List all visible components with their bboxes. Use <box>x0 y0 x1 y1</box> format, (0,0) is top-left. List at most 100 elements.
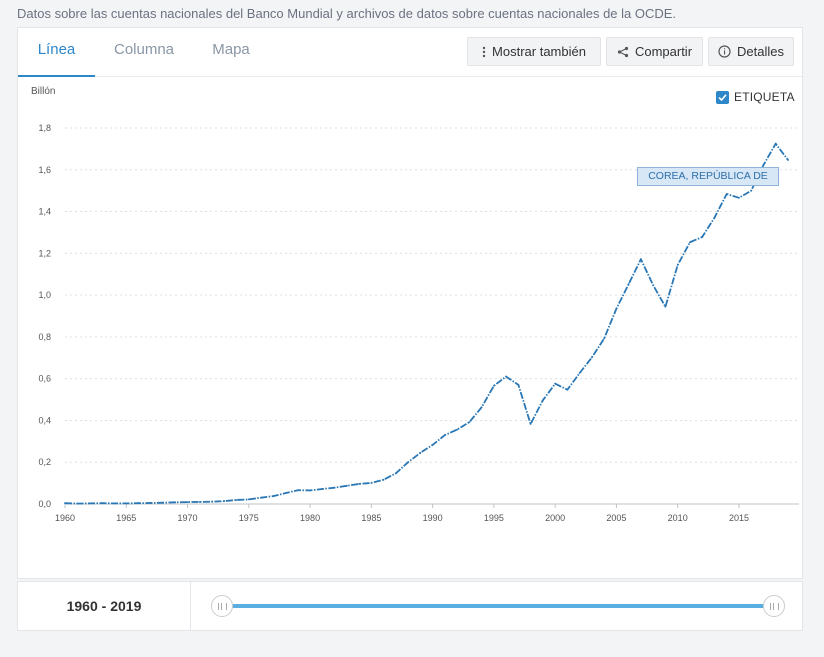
x-tick-label: 1970 <box>178 513 198 523</box>
check-icon <box>718 94 727 102</box>
data-point <box>419 451 422 454</box>
x-tick-label: 1965 <box>116 513 136 523</box>
line-chart: 0,0 0,2 0,4 0,6 0,8 1,0 1,2 1,4 1,6 1,8 1960 1965 19… <box>38 123 799 523</box>
data-point <box>370 482 373 484</box>
data-point <box>689 241 691 244</box>
data-point <box>321 488 324 490</box>
share-button[interactable]: Compartir <box>606 37 703 66</box>
chart-card: Línea Columna Mapa Mostrar también Compa… <box>17 27 803 579</box>
details-button[interactable]: Detalles <box>708 37 794 66</box>
data-point <box>100 502 103 505</box>
data-point <box>738 196 740 199</box>
data-point <box>701 236 704 238</box>
y-tick-label: 1,0 <box>38 290 51 300</box>
data-point <box>480 406 483 409</box>
data-point <box>394 472 397 475</box>
data-point <box>627 283 630 285</box>
range-separator: - <box>97 598 111 614</box>
data-point <box>211 500 213 503</box>
data-point <box>76 502 79 505</box>
x-tick-label: 2005 <box>606 513 626 523</box>
x-tick-label: 1990 <box>423 513 443 523</box>
y-tick-label: 1,8 <box>38 123 51 133</box>
show-also-button[interactable]: Mostrar también <box>467 37 601 66</box>
data-point <box>162 501 164 504</box>
range-start: 1960 <box>66 598 98 614</box>
data-point <box>407 461 410 464</box>
data-point <box>725 193 728 195</box>
x-tick-label: 1980 <box>300 513 320 523</box>
data-point <box>309 489 311 492</box>
data-point <box>529 423 532 425</box>
x-tick-label: 1975 <box>239 513 259 523</box>
data-point <box>554 382 557 385</box>
data-point <box>774 142 777 145</box>
data-point <box>603 337 606 340</box>
data-point <box>149 502 152 504</box>
y-tick-label: 0,2 <box>38 457 51 467</box>
info-icon <box>718 45 731 58</box>
data-point <box>505 375 508 378</box>
data-point <box>186 501 189 504</box>
data-point <box>640 258 642 261</box>
x-tick-label: 1985 <box>361 513 381 523</box>
tab-map[interactable]: Mapa <box>212 41 250 58</box>
data-point <box>468 421 471 424</box>
data-point <box>750 189 753 192</box>
y-tick-label: 0,8 <box>38 332 51 342</box>
data-point <box>137 502 140 505</box>
y-tick-label: 1,2 <box>38 248 51 258</box>
data-point <box>113 502 115 505</box>
data-point <box>517 384 520 386</box>
tab-column[interactable]: Columna <box>113 41 175 58</box>
data-point <box>198 501 201 503</box>
data-point <box>762 164 765 166</box>
tab-line[interactable]: Línea <box>18 28 95 77</box>
range-end: 2019 <box>110 598 142 614</box>
data-point <box>284 492 287 495</box>
data-point <box>272 495 275 497</box>
y-axis-unit-label: Billón <box>31 86 56 97</box>
series-tooltip: COREA, REPÚBLICA DE <box>637 167 779 186</box>
chart-type-tabs: Línea Columna Mapa Mostrar también Compa… <box>18 28 802 77</box>
data-point <box>431 443 434 446</box>
data-point <box>296 489 299 492</box>
source-note: Datos sobre las cuentas nacionales del B… <box>17 6 677 21</box>
data-point <box>382 478 385 481</box>
data-point <box>443 434 446 436</box>
data-point <box>260 496 262 499</box>
y-tick-label: 0,0 <box>38 499 51 509</box>
year-range-slider-track[interactable] <box>225 604 775 608</box>
share-icon <box>617 46 629 57</box>
x-tick-label: 2010 <box>668 513 688 523</box>
series-line <box>64 142 789 505</box>
data-point <box>591 356 593 359</box>
range-end-handle[interactable] <box>763 595 785 617</box>
show-also-label: Mostrar también <box>492 44 586 59</box>
data-point <box>125 502 128 505</box>
data-point <box>578 372 581 374</box>
data-point <box>664 305 667 308</box>
y-tick-label: 1,4 <box>38 207 51 217</box>
y-tick-label: 0,4 <box>38 415 51 425</box>
share-label: Compartir <box>634 44 693 59</box>
data-point <box>713 216 716 219</box>
legend-checkbox-label[interactable]: ETIQUETA <box>734 90 795 104</box>
data-point <box>64 502 66 505</box>
data-point <box>174 501 177 504</box>
data-point <box>333 486 336 489</box>
data-point <box>676 264 679 266</box>
x-tick-label: 2015 <box>729 513 749 523</box>
details-label: Detalles <box>737 44 784 59</box>
data-point <box>541 399 544 402</box>
data-point <box>566 388 569 391</box>
data-point <box>88 502 91 505</box>
data-point <box>615 307 618 310</box>
legend-checkbox[interactable] <box>716 91 729 104</box>
grip-icon <box>769 602 779 610</box>
range-start-handle[interactable] <box>211 595 233 617</box>
data-point <box>247 498 250 501</box>
data-point <box>787 159 789 161</box>
data-point <box>492 384 495 387</box>
y-tick-label: 0,6 <box>38 374 51 384</box>
